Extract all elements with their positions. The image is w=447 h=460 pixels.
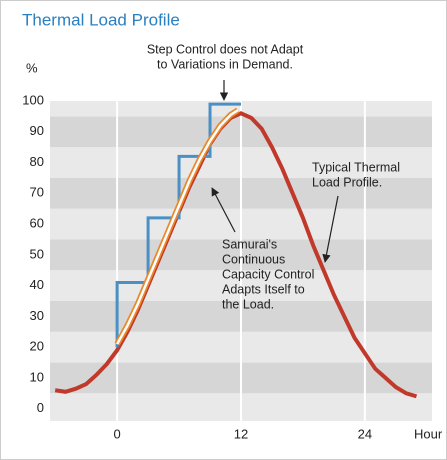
annotation: Step Control does not Adapt: [147, 42, 304, 56]
x-tick-label: 24: [358, 426, 372, 441]
series-line: [54, 111, 418, 399]
y-axis-label: %: [26, 60, 38, 75]
annotation: Continuous: [222, 252, 285, 266]
y-tick-label: 40: [30, 277, 44, 292]
series-line: [115, 102, 241, 348]
annotation: Samurai's: [222, 237, 277, 251]
y-tick-label: 70: [30, 185, 44, 200]
x-tick-label: 12: [234, 426, 248, 441]
annotation-arrow: [211, 187, 236, 233]
y-tick-label: 10: [30, 369, 44, 384]
y-tick-label: 30: [30, 308, 44, 323]
annotation: Load Profile.: [312, 175, 382, 189]
x-tick-label: 0: [113, 426, 120, 441]
x-axis-label: Hour: [414, 426, 443, 441]
annotation-arrow: [322, 195, 339, 263]
annotation: Adapts Itself to: [222, 282, 305, 296]
annotation: to Variations in Demand.: [157, 57, 293, 71]
y-tick-label: 50: [30, 246, 44, 261]
y-tick-label: 80: [30, 154, 44, 169]
annotation: Typical Thermal: [312, 160, 400, 174]
y-tick-label: 0: [37, 400, 44, 415]
y-tick-label: 60: [30, 216, 44, 231]
chart-title: Thermal Load Profile: [22, 10, 180, 29]
annotation: the Load.: [222, 297, 274, 311]
series-line: [116, 109, 239, 345]
y-tick-label: 20: [30, 339, 44, 354]
y-tick-label: 90: [30, 123, 44, 138]
annotation: Capacity Control: [222, 267, 314, 281]
y-tick-label: 100: [22, 92, 44, 107]
